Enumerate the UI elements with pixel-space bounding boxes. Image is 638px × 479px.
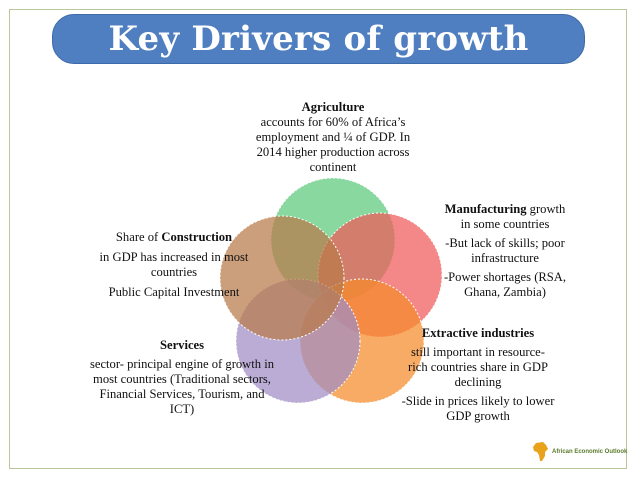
african-economic-outlook-logo: African Economic Outlook [532,440,628,464]
manufacturing-line-2: -But lack of skills; poor [445,236,565,250]
manufacturing-line-1: in some countries [460,217,550,231]
construction-circle [219,215,345,341]
extractive-text: Extractive industries still important in… [378,326,578,424]
africa-map-icon [533,442,548,461]
extractive-line-3: declining [454,375,502,389]
manufacturing-line-4: -Power shortages (RSA, [443,270,567,284]
slide-title: Key Drivers of growth [108,19,529,59]
slide-frame [9,9,627,469]
services-heading: Services [159,338,205,352]
services-line-3: Financial Services, Tourism, and [99,387,265,401]
manufacturing-line-3: infrastructure [471,251,539,265]
construction-prefix: Share of [115,230,162,244]
extractive-line-2: rich countries share in GDP [408,360,548,374]
agriculture-heading: Agriculture [301,100,365,114]
services-line-1: sector- principal engine of growth in [89,357,275,371]
manufacturing-text: Manufacturing growth in some countries -… [410,202,600,300]
agriculture-line-2: employment and ¼ of GDP. In [255,130,411,144]
title-banner: Key Drivers of growth [52,14,585,64]
extractive-line-5: GDP growth [446,409,510,423]
construction-heading: Construction [161,230,233,244]
agriculture-line-1: accounts for 60% of Africa’s [260,115,406,129]
services-line-4: ICT) [169,402,195,416]
agriculture-text: Agriculture accounts for 60% of Africa’s… [226,100,440,175]
construction-line-3: Public Capital Investment [108,285,240,299]
construction-line-1: in GDP has increased in most [99,250,249,264]
extractive-line-1: still important in resource- [411,345,545,359]
manufacturing-heading: Manufacturing [444,202,527,216]
agriculture-line-3: 2014 higher production across [256,145,410,159]
manufacturing-line-5: Ghana, Zambia) [464,285,546,299]
extractive-line-4: -Slide in prices likely to lower [401,394,555,408]
construction-text: Share of Construction in GDP has increas… [74,230,274,300]
manufacturing-heading-suffix: growth [526,202,566,216]
agriculture-line-4: continent [309,160,357,174]
services-text: Services sector- principal engine of gro… [64,338,300,417]
extractive-heading: Extractive industries [421,326,535,340]
logo-text: African Economic Outlook [552,449,628,455]
construction-line-2: countries [150,265,198,279]
services-line-2: most countries (Traditional sectors, [93,372,271,386]
